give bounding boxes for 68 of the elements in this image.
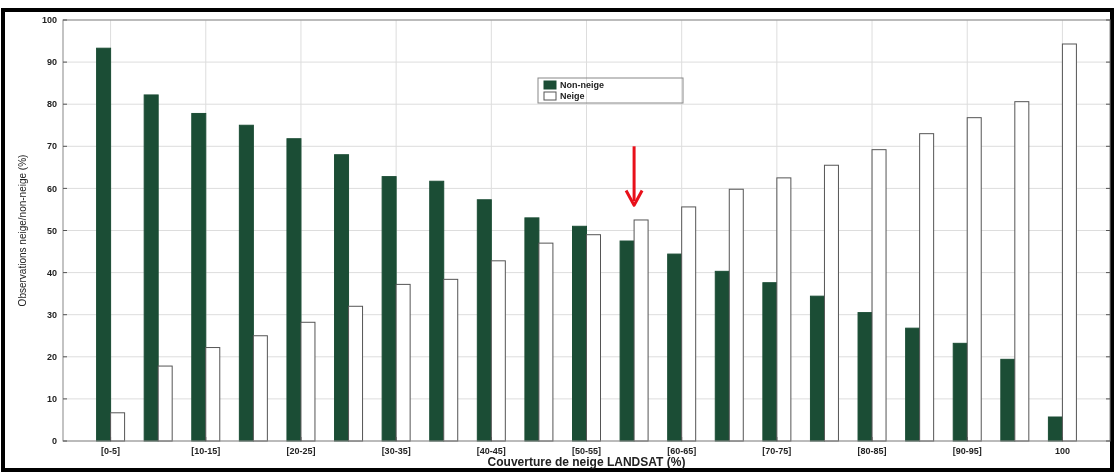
bar	[966, 117, 982, 442]
x-tick-label: 100	[1054, 446, 1070, 456]
bar	[776, 177, 792, 442]
bar	[300, 321, 316, 442]
bar	[429, 180, 445, 442]
bar	[395, 283, 411, 442]
bar	[1061, 43, 1077, 442]
bar	[538, 242, 554, 442]
bar	[286, 138, 302, 442]
y-tick-label: 60	[46, 183, 57, 194]
bar	[619, 240, 635, 442]
x-tick-label: [50-55]	[571, 446, 602, 456]
y-axis-title: Observations neige/non-neige (%)	[17, 154, 28, 307]
bar	[252, 335, 268, 442]
y-tick-label: 20	[46, 351, 57, 362]
bar	[572, 225, 587, 442]
y-tick-label: 0	[51, 436, 57, 447]
bar	[524, 217, 540, 442]
bar	[857, 312, 873, 442]
y-tick-label: 100	[41, 15, 57, 26]
bar	[871, 149, 887, 442]
bar	[823, 164, 839, 442]
x-tick-label: [0-5]	[101, 446, 121, 456]
bar	[476, 199, 492, 442]
x-tick-label: [20-25]	[286, 446, 316, 456]
bar	[110, 412, 126, 442]
x-tick-label: [30-35]	[381, 446, 411, 456]
bar	[681, 206, 697, 442]
bar	[667, 253, 683, 442]
legend-label: Neige	[560, 91, 585, 102]
x-tick-label: [60-65]	[667, 446, 697, 456]
bar	[1014, 101, 1030, 442]
y-tick-label: 40	[46, 267, 57, 278]
x-tick-label: [10-15]	[191, 446, 221, 456]
bar	[96, 47, 112, 442]
bar	[762, 282, 778, 442]
bar	[633, 219, 649, 442]
bar	[143, 94, 159, 442]
bar	[728, 188, 744, 442]
bar	[490, 260, 506, 442]
bar	[809, 295, 825, 442]
y-tick-label: 70	[46, 141, 57, 152]
bar	[1000, 358, 1016, 442]
x-tick-label: [40-45]	[476, 446, 506, 456]
bar	[157, 365, 173, 442]
bar	[205, 347, 221, 442]
x-tick-label: [80-85]	[857, 446, 887, 456]
legend-label: Non-neige	[560, 80, 604, 91]
bar	[905, 327, 921, 442]
bar	[714, 270, 730, 442]
y-tick-label: 50	[46, 225, 57, 236]
bar	[238, 124, 254, 442]
x-axis-title: Couverture de neige LANDSAT (%)	[487, 455, 686, 469]
y-tick-label: 90	[46, 57, 57, 68]
bar	[381, 176, 397, 442]
bar	[1047, 416, 1063, 442]
x-tick-label: [90-95]	[952, 446, 982, 456]
y-tick-label: 30	[46, 309, 57, 320]
y-tick-label: 10	[46, 394, 57, 405]
bar	[443, 278, 459, 442]
bar	[191, 112, 207, 442]
bar	[586, 234, 601, 442]
bar	[334, 154, 350, 442]
bar	[348, 305, 364, 442]
bar	[952, 342, 968, 442]
x-tick-label: [70-75]	[762, 446, 792, 456]
bar	[919, 133, 935, 442]
y-tick-label: 80	[46, 99, 57, 110]
